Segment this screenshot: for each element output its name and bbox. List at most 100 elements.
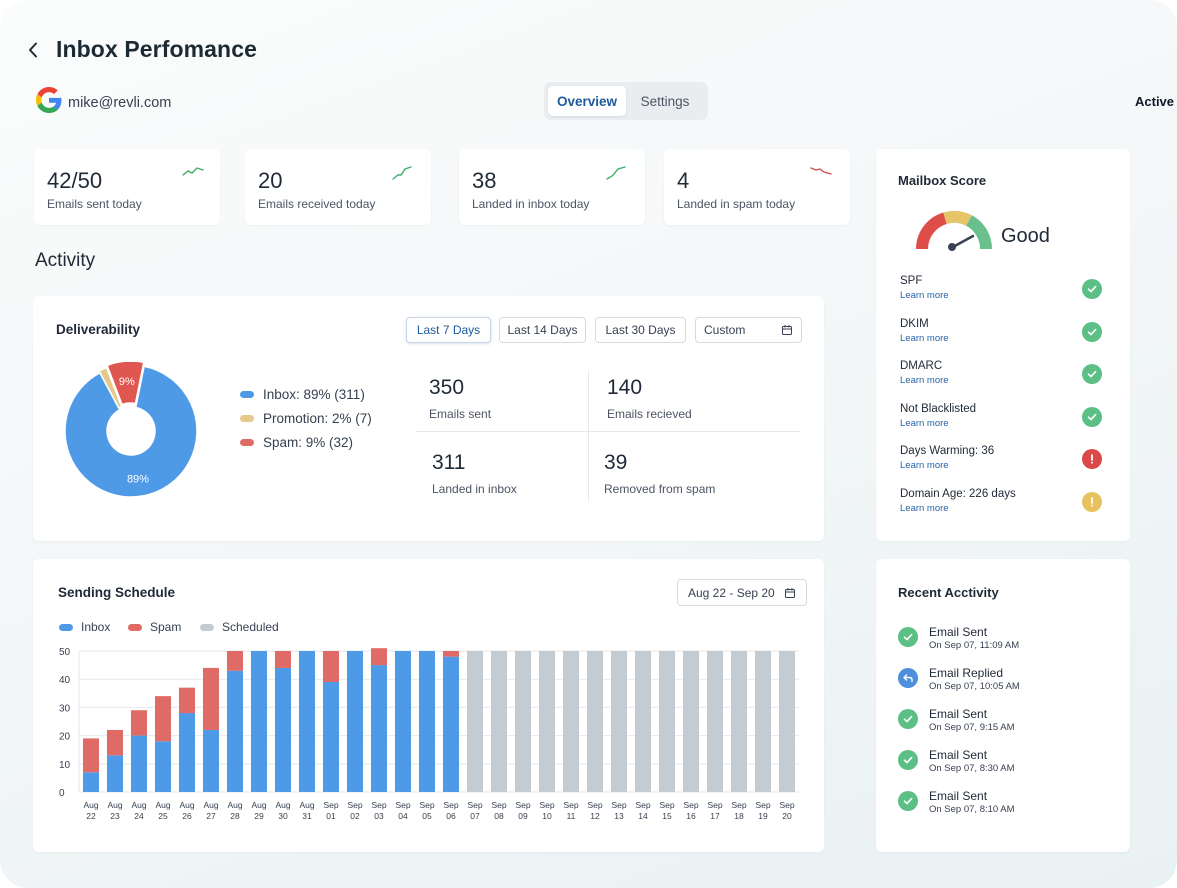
x-tick-label: 14 xyxy=(638,811,648,821)
x-tick-label: 06 xyxy=(446,811,456,821)
check-circle-icon xyxy=(898,750,918,770)
metric-label: Landed in inbox xyxy=(432,482,517,496)
pie-slice-spam xyxy=(106,362,145,406)
learn-more-link[interactable]: Learn more xyxy=(900,290,949,301)
x-tick-label: 15 xyxy=(662,811,672,821)
tab-overview[interactable]: Overview xyxy=(548,86,626,116)
metrics-divider-v xyxy=(588,371,589,501)
view-tabs: Overview Settings xyxy=(544,82,708,120)
learn-more-link[interactable]: Learn more xyxy=(900,332,949,344)
x-tick-label: Sep xyxy=(419,800,434,810)
x-tick-label: 03 xyxy=(374,811,384,821)
x-tick-label: 25 xyxy=(158,811,168,821)
x-tick-label: Sep xyxy=(707,800,722,810)
range-last-7-days-button[interactable]: Last 7 Days xyxy=(406,317,491,343)
x-tick-label: 24 xyxy=(134,811,144,821)
stat-label: Landed in inbox today xyxy=(472,197,590,211)
legend-promotion: Promotion: 2% (7) xyxy=(240,411,372,426)
card-title: Recent Acctivity xyxy=(898,585,999,600)
x-tick-label: Sep xyxy=(659,800,674,810)
learn-more-link[interactable]: Learn more xyxy=(900,460,949,471)
x-tick-label: Aug xyxy=(155,800,170,810)
activity-title: Email Sent xyxy=(929,625,988,639)
warning-circle-icon xyxy=(1082,491,1102,512)
error-circle-icon xyxy=(1082,449,1102,469)
sending-schedule-chart: 01020304050Aug22Aug23Aug24Aug25Aug26Aug2… xyxy=(59,647,799,821)
x-tick-label: 19 xyxy=(758,811,768,821)
stat-card-spam: 4 Landed in spam today xyxy=(664,149,850,225)
x-tick-label: Aug xyxy=(227,800,242,810)
x-tick-label: Aug xyxy=(203,800,218,810)
bar-spam xyxy=(203,667,219,730)
score-gauge-icon xyxy=(916,210,992,251)
bar-scheduled xyxy=(611,651,627,792)
metric-label: Emails recieved xyxy=(607,407,692,421)
activity-title: Email Sent xyxy=(929,707,988,721)
bar-inbox xyxy=(131,735,147,792)
check-circle-icon xyxy=(898,627,918,647)
account-email: mike@revli.com xyxy=(68,94,172,111)
x-tick-label: Aug xyxy=(83,800,98,810)
page-header: Inbox Perfomance xyxy=(28,36,257,63)
stat-card-inbox: 38 Landed in inbox today xyxy=(459,149,645,225)
activity-time: On Sep 07, 10:05 AM xyxy=(929,681,1020,692)
bar-scheduled xyxy=(587,651,603,792)
learn-more-link[interactable]: Learn more xyxy=(900,502,949,514)
check-circle-icon xyxy=(1082,406,1102,427)
x-tick-label: Sep xyxy=(491,800,506,810)
stat-label: Emails received today xyxy=(258,197,376,211)
check-circle-icon xyxy=(898,791,918,811)
x-tick-label: 08 xyxy=(494,811,504,821)
x-tick-label: Aug xyxy=(299,800,314,810)
trend-up-icon xyxy=(392,166,412,180)
bar-scheduled xyxy=(635,651,651,792)
stat-value: 4 xyxy=(677,168,690,193)
x-tick-label: 22 xyxy=(86,811,96,821)
learn-more-link[interactable]: Learn more xyxy=(900,375,949,386)
y-tick-label: 20 xyxy=(59,732,71,743)
trend-up-icon xyxy=(606,166,626,180)
x-tick-label: 02 xyxy=(350,811,360,821)
check-circle-icon xyxy=(1082,279,1102,299)
x-tick-label: Sep xyxy=(755,800,770,810)
x-tick-label: Aug xyxy=(179,800,194,810)
bar-spam xyxy=(275,651,291,668)
x-tick-label: Sep xyxy=(443,800,458,810)
pie-slice-inbox xyxy=(64,365,198,498)
card-title: Sending Schedule xyxy=(58,585,176,600)
chart-legend-scheduled: Scheduled xyxy=(200,620,279,634)
bar-scheduled xyxy=(755,651,771,792)
range-last-30-days-button[interactable]: Last 30 Days xyxy=(595,317,686,343)
learn-more-link[interactable]: Learn more xyxy=(900,417,949,429)
bar-inbox xyxy=(203,729,219,792)
sending-schedule-card: Sending Schedule Aug 22 - Sep 20 Inbox S… xyxy=(33,559,824,852)
bar-spam xyxy=(155,696,171,742)
x-tick-label: 31 xyxy=(302,811,312,821)
back-icon[interactable] xyxy=(28,38,42,62)
y-tick-label: 40 xyxy=(59,675,71,686)
x-tick-label: Sep xyxy=(683,800,698,810)
x-tick-label: 29 xyxy=(254,811,264,821)
legend-spam: Spam: 9% (32) xyxy=(240,435,353,450)
bar-spam xyxy=(179,687,195,714)
stat-value: 38 xyxy=(472,168,497,193)
bar-inbox xyxy=(275,667,291,792)
bar-spam xyxy=(443,651,459,657)
custom-range-picker[interactable]: Custom xyxy=(695,317,802,343)
range-last-14-days-button[interactable]: Last 14 Days xyxy=(499,317,586,343)
x-tick-label: Aug xyxy=(275,800,290,810)
x-tick-label: Sep xyxy=(539,800,554,810)
x-tick-label: 05 xyxy=(422,811,432,821)
x-tick-label: Sep xyxy=(587,800,602,810)
x-tick-label: Sep xyxy=(731,800,746,810)
x-tick-label: 20 xyxy=(782,811,792,821)
metric-label: Emails sent xyxy=(429,407,492,421)
pie-label: 9% xyxy=(119,376,135,388)
x-tick-label: Sep xyxy=(347,800,362,810)
x-tick-label: 11 xyxy=(567,811,576,821)
check-circle-icon xyxy=(1082,321,1102,342)
stat-value: 20 xyxy=(258,168,283,193)
schedule-date-range-picker[interactable]: Aug 22 - Sep 20 xyxy=(677,579,807,606)
tab-settings[interactable]: Settings xyxy=(640,93,690,109)
check-circle-icon xyxy=(898,709,918,729)
